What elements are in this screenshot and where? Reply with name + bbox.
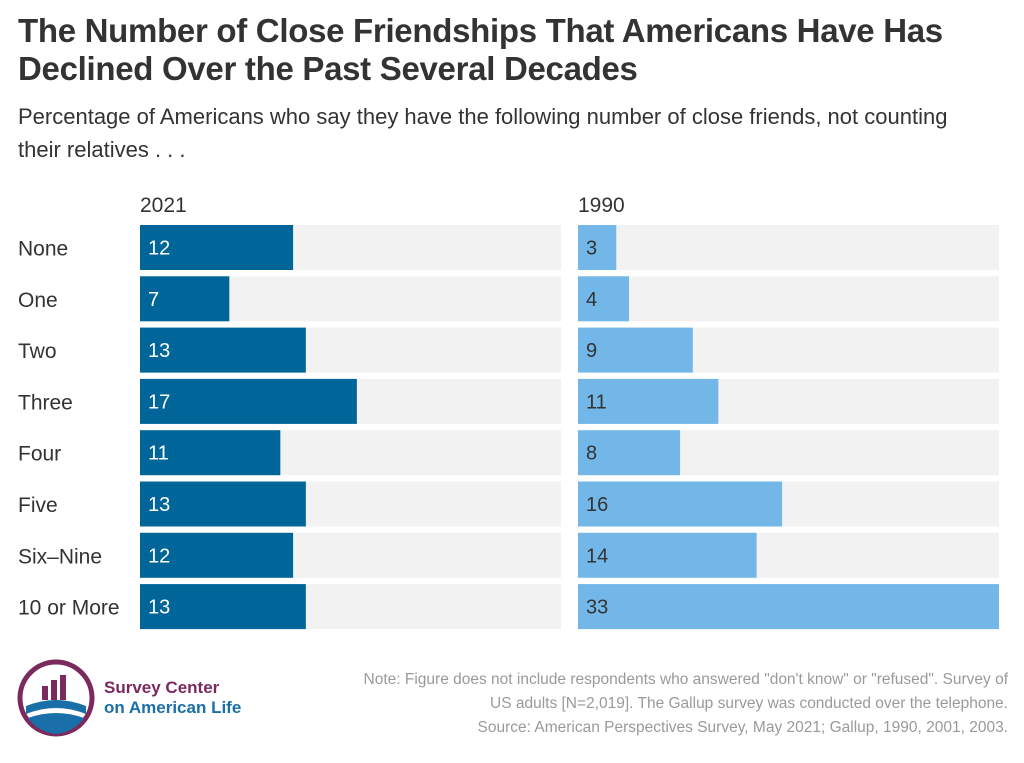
logo-line-2: on American Life	[104, 698, 242, 717]
panel-title-2021: 2021	[140, 194, 187, 217]
data-label: 11	[148, 443, 169, 465]
chart-subtitle: Percentage of Americans who say they hav…	[18, 104, 948, 162]
bar-1990-0	[578, 225, 617, 270]
bar-2021-7	[140, 584, 306, 630]
bar-2021-2	[140, 327, 306, 373]
data-label: 9	[586, 340, 597, 362]
category-label: Five	[18, 494, 58, 517]
note-line-3: Source: American Perspectives Survey, Ma…	[477, 719, 1008, 736]
bar-1990-6	[578, 532, 757, 578]
bar-track	[578, 276, 999, 322]
bar-track	[578, 225, 999, 270]
data-label: 17	[148, 391, 170, 413]
category-label: One	[18, 289, 58, 312]
bar-1990-1	[578, 276, 630, 322]
data-label: 13	[148, 340, 170, 362]
data-label: 16	[586, 494, 608, 516]
data-label: 4	[586, 289, 597, 311]
category-label: None	[18, 238, 68, 261]
data-label: 13	[148, 494, 170, 516]
bar-2021-6	[140, 532, 294, 578]
logo-text: Survey Center on American Life	[104, 678, 241, 718]
bar-2021-3	[140, 378, 357, 424]
data-label: 13	[148, 597, 170, 619]
data-label: 7	[148, 289, 159, 311]
note-line-1: Note: Figure does not include respondent…	[363, 671, 1008, 688]
bar-chart: 2021 12 7 13 17 11 13 12 13 1990 3 4 9 11 8 16 14 33 None O…	[18, 194, 999, 630]
chart-note: Note: Figure does not include respondent…	[248, 668, 1008, 740]
data-label: 12	[148, 545, 170, 567]
chart-title: The Number of Close Friendships That Ame…	[18, 12, 943, 87]
survey-center-logo-icon	[17, 659, 95, 737]
category-label: Three	[18, 391, 73, 414]
category-label: Two	[18, 340, 57, 363]
bar-2021-5	[140, 481, 306, 527]
data-label: 12	[148, 238, 170, 260]
bar-1990-2	[578, 327, 693, 373]
bar-1990-4	[578, 430, 681, 476]
data-label: 14	[586, 545, 608, 567]
logo-line-1: Survey Center	[104, 678, 220, 697]
data-label: 11	[586, 391, 607, 413]
note-line-2: US adults [N=2,019]. The Gallup survey w…	[490, 695, 1008, 712]
data-label: 8	[586, 443, 597, 465]
bar-2021-4	[140, 430, 281, 476]
bar-2021-1	[140, 276, 230, 322]
bar-2021-0	[140, 225, 294, 270]
category-label: Four	[18, 443, 61, 466]
panel-title-1990: 1990	[578, 194, 625, 217]
bar-1990-3	[578, 378, 719, 424]
bar-1990-7	[578, 584, 999, 630]
bar-1990-5	[578, 481, 783, 527]
data-label: 33	[586, 597, 608, 619]
category-label: 10 or More	[18, 597, 120, 620]
category-label: Six–Nine	[18, 545, 102, 568]
data-label: 3	[586, 238, 597, 260]
